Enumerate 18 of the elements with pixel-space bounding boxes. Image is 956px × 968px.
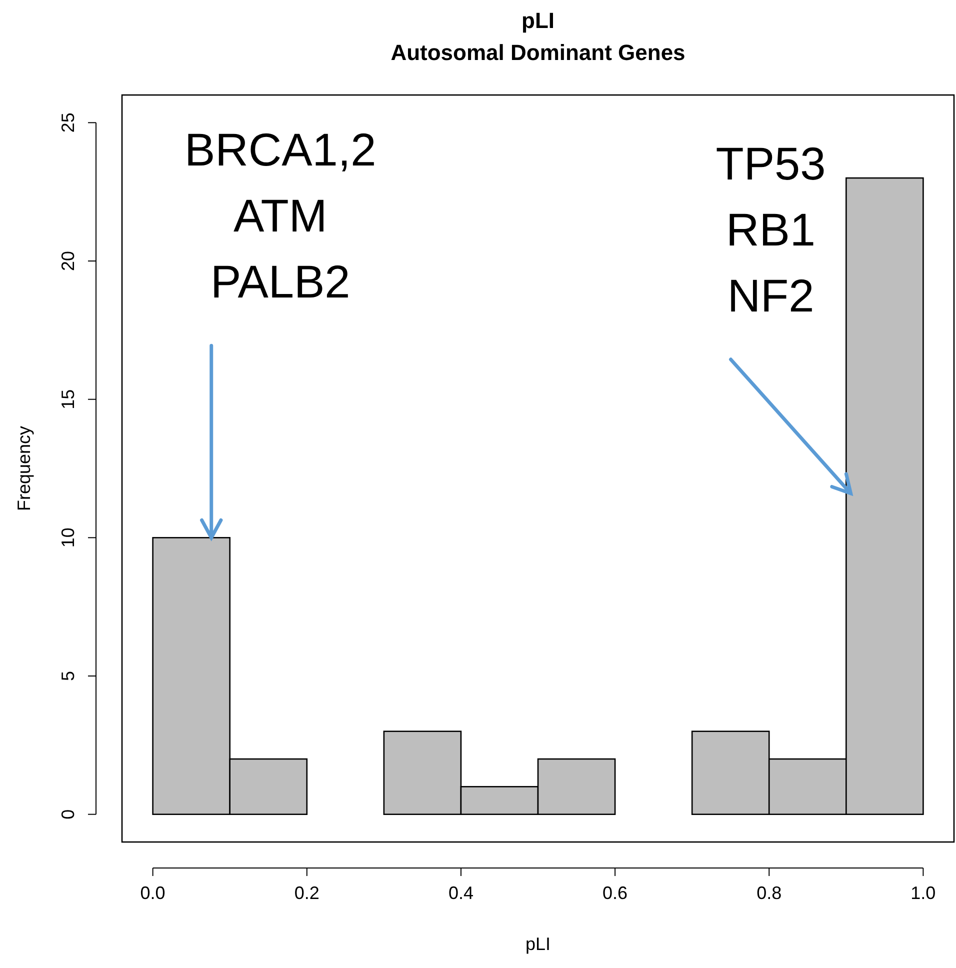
annotation: BRCA1,2 ATM PALB2: [184, 124, 376, 308]
y-tick-label: 20: [58, 250, 78, 272]
chart-subtitle: Autosomal Dominant Genes: [390, 40, 686, 65]
x-tick-label: 0.4: [448, 882, 474, 903]
y-tick-label: 5: [58, 670, 78, 682]
y-axis-title: Frequency: [14, 426, 34, 512]
x-tick-label: 1.0: [910, 882, 936, 903]
x-tick-label: 0.6: [602, 882, 628, 903]
y-tick-label: 15: [58, 389, 78, 410]
annotation: TP53 RB1 NF2: [716, 137, 826, 322]
x-tick-label: 0.8: [756, 882, 782, 903]
chart-title: pLI: [522, 8, 554, 33]
y-tick-label: 0: [58, 809, 78, 820]
y-tick-label: 25: [58, 112, 78, 133]
y-tick-label: 10: [58, 528, 78, 548]
x-tick-label: 0.2: [294, 882, 320, 903]
x-axis-title: pLI: [525, 934, 551, 954]
x-tick-label: 0.0: [140, 882, 166, 903]
